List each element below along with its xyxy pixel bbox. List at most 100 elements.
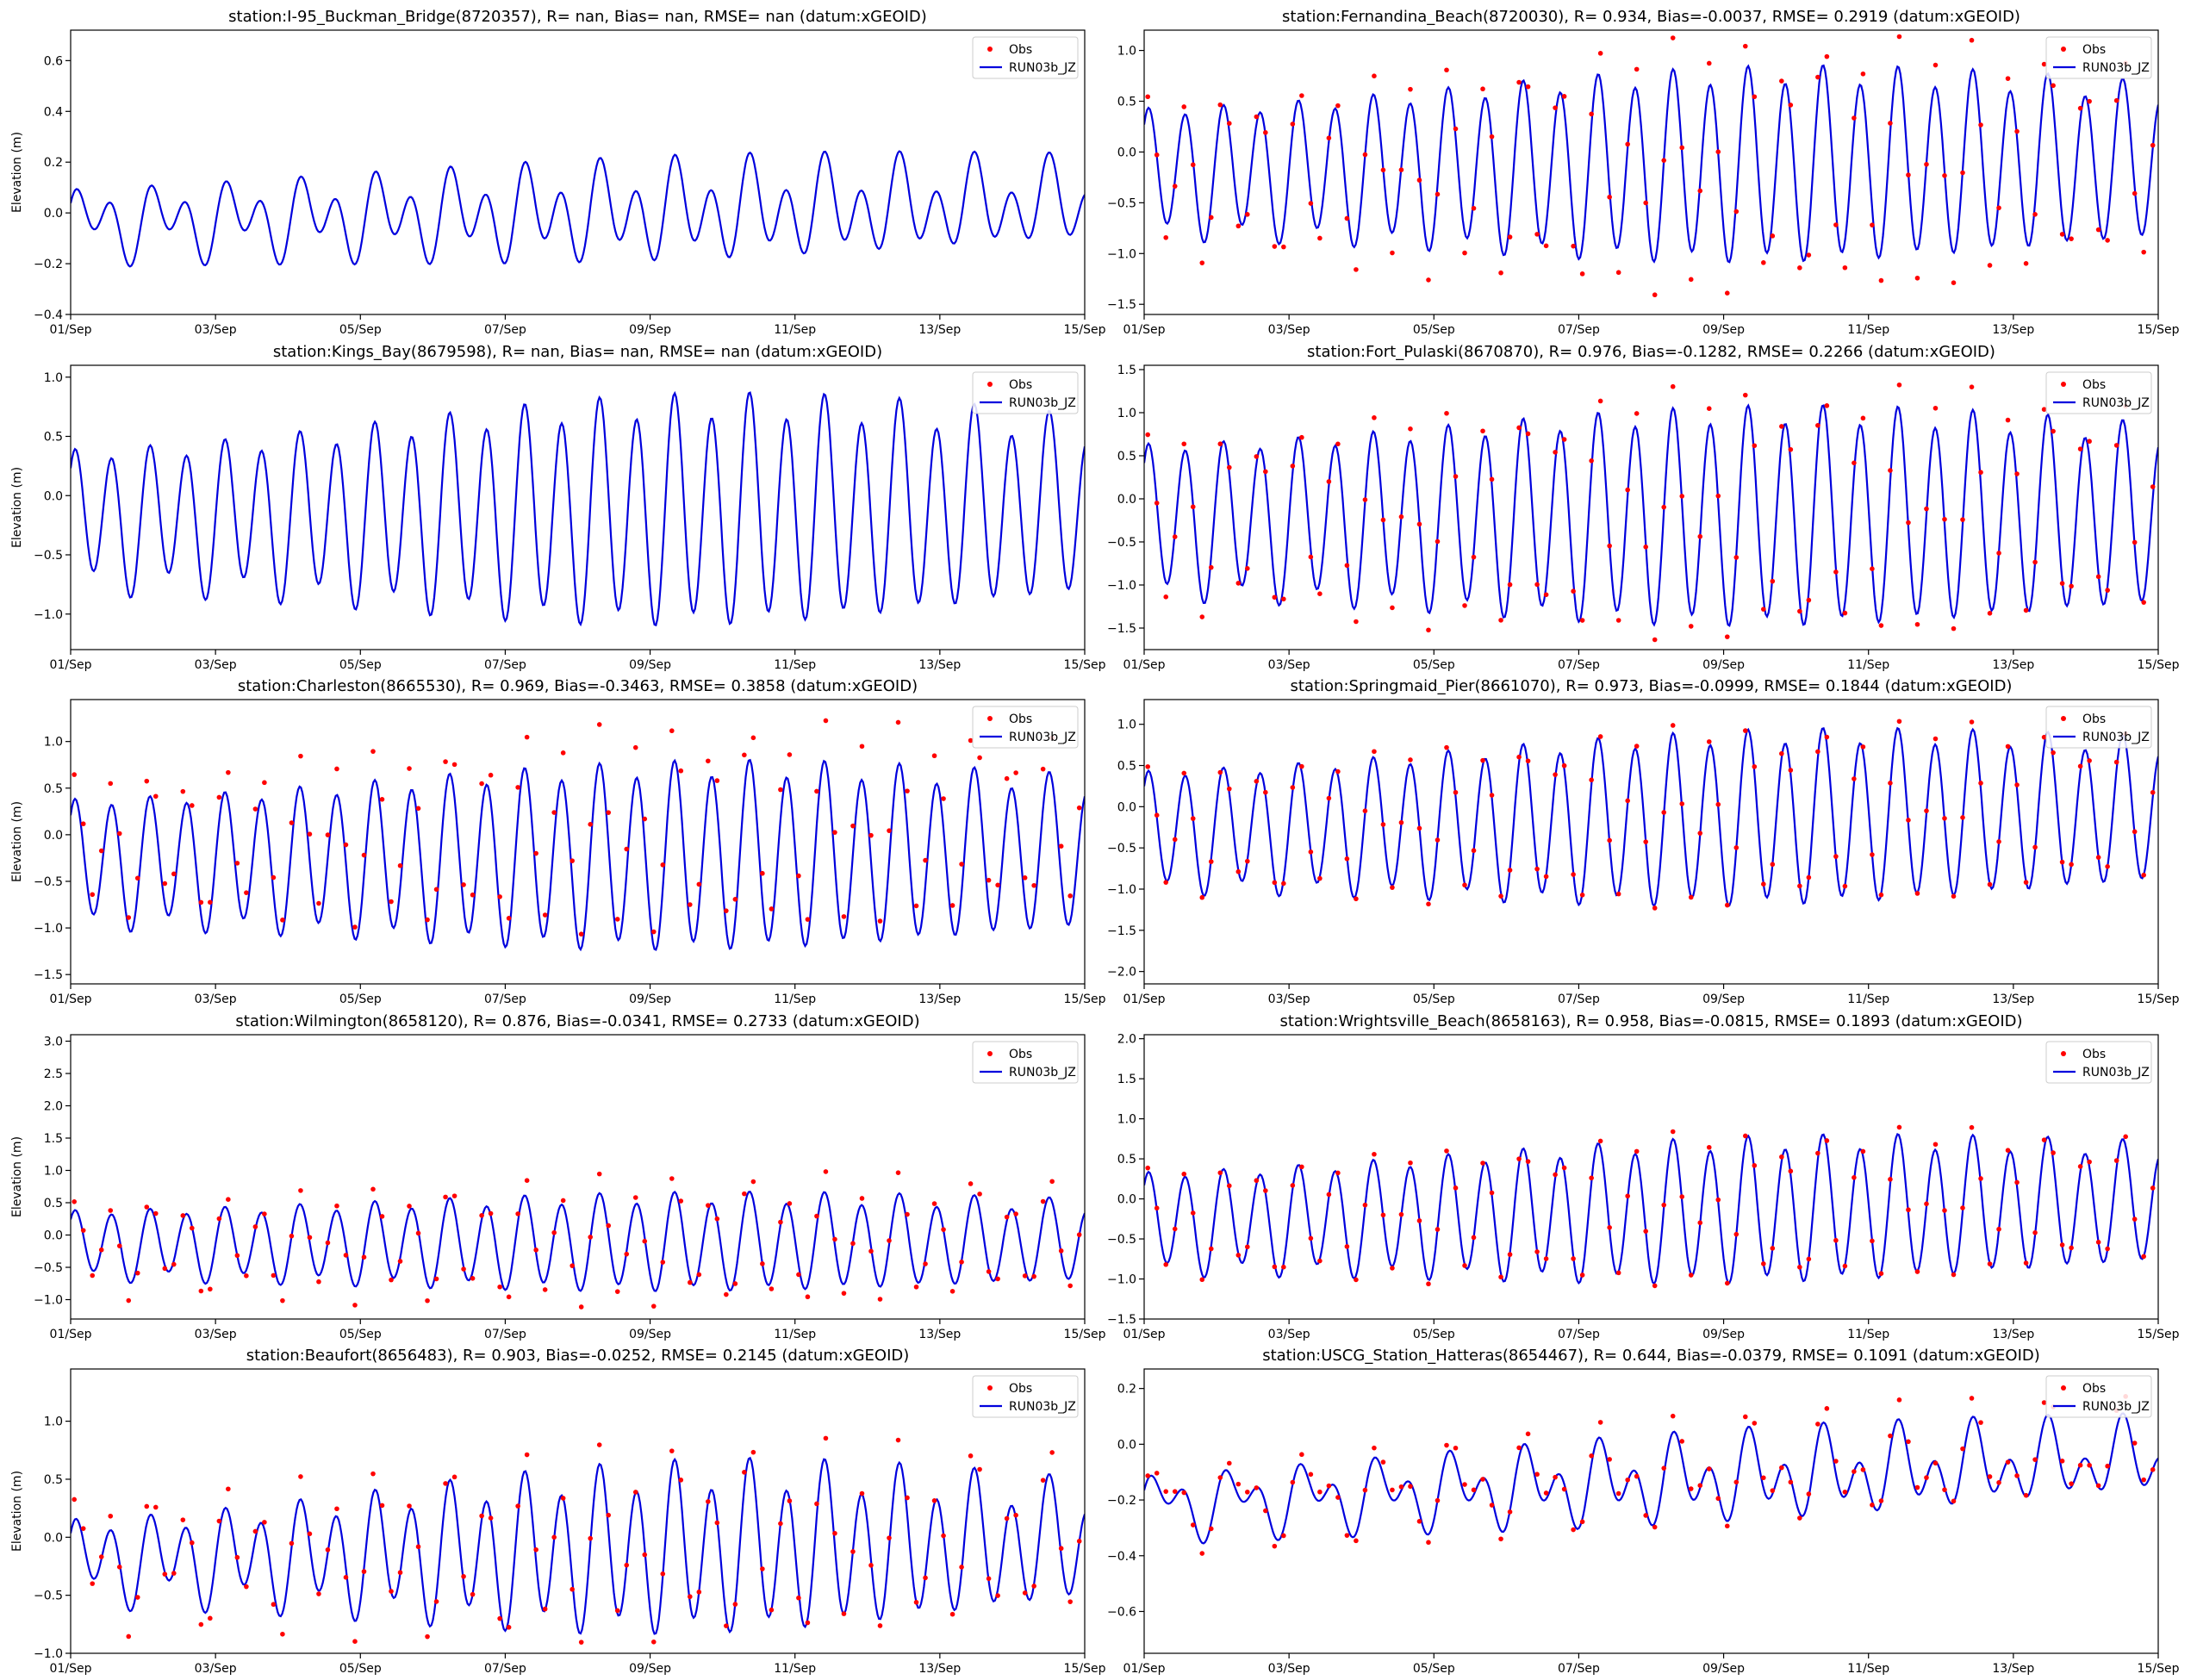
obs-point [778,1521,783,1527]
obs-point [108,781,114,787]
x-tick-label: 11/Sep [774,1328,816,1341]
obs-point [343,1253,349,1258]
obs-point [1076,1232,1082,1237]
obs-point [1199,1551,1205,1556]
obs-point [1435,538,1441,544]
obs-point [1344,1244,1350,1249]
x-tick-label: 15/Sep [2138,658,2180,672]
obs-point [1290,785,1296,790]
obs-point [451,1474,457,1480]
y-tick-label: 0.2 [1117,1383,1136,1397]
x-tick-label: 03/Sep [195,323,237,337]
obs-point [1806,252,1812,258]
obs-point [2087,1159,2092,1165]
obs-point [1498,1274,1503,1280]
obs-point [1779,1154,1784,1160]
obs-point [1040,1198,1046,1204]
obs-point [533,1248,538,1253]
obs-point [724,908,729,913]
axes-frame [70,699,1086,985]
obs-point [1534,1249,1540,1254]
obs-point [569,1263,575,1268]
obs-point [1661,1465,1667,1471]
y-tick-label: −1.5 [1107,622,1136,636]
x-tick-label: 05/Sep [1413,992,1455,1006]
obs-point [977,1466,982,1472]
obs-point [1688,1272,1694,1278]
obs-point [497,894,502,899]
obs-point [1888,1433,1893,1439]
obs-point [470,1276,476,1281]
obs-point [688,1594,693,1600]
obs-point [1190,816,1196,821]
obs-point [1752,764,1758,769]
obs-point [1553,1474,1558,1480]
obs-point [1969,384,1975,389]
obs-point [2077,763,2083,769]
obs-point [742,1191,747,1197]
obs-point [1398,1484,1404,1490]
y-tick-label: −0.4 [1107,1550,1136,1564]
obs-point [696,881,702,887]
obs-point [307,831,313,837]
obs-point [1924,161,1929,167]
x-tick-label: 07/Sep [484,1662,526,1676]
obs-point [596,1442,602,1447]
obs-point [2095,227,2101,233]
x-tick-label: 05/Sep [339,658,382,672]
obs-point [252,806,258,812]
obs-point [1924,1201,1929,1207]
obs-point [1516,1156,1522,1161]
obs-point [2023,880,2029,885]
obs-point [1031,1273,1036,1279]
obs-point [832,1236,837,1242]
obs-point [2132,1216,2138,1222]
obs-point [1860,415,1866,421]
legend-model-label: RUN03b_JZ [2082,731,2150,744]
obs-point [334,1506,339,1512]
obs-point [2105,864,2110,869]
obs-point [2123,1134,2128,1140]
obs-point [1326,135,1332,140]
obs-point [1932,1460,1939,1466]
obs-point [2141,600,2146,605]
obs-point [1932,405,1939,411]
y-tick-label: 0.0 [44,829,63,843]
obs-point [1145,432,1151,438]
obs-point [1833,222,1839,227]
obs-point [1597,1138,1603,1144]
obs-point [1870,1503,1875,1508]
obs-point [1824,1138,1830,1143]
obs-point [2150,1185,2156,1191]
obs-point [216,1216,222,1222]
x-tick-label: 05/Sep [1413,323,1455,337]
obs-point [923,1575,928,1581]
obs-point [1579,1519,1585,1525]
x-tick-label: 07/Sep [1558,992,1600,1006]
obs-point [931,1201,937,1206]
x-tick-label: 13/Sep [918,658,961,672]
obs-point [1462,882,1467,888]
y-tick-label: 1.5 [1117,364,1136,377]
y-tick-label: 0.5 [1117,1153,1136,1167]
y-tick-label: −1.5 [1107,924,1136,938]
obs-point [116,1565,122,1570]
obs-point [787,1201,793,1206]
model-series-line [1144,1412,2158,1545]
obs-point [650,1640,657,1645]
obs-point [415,1544,421,1550]
obs-point [2095,574,2101,580]
obs-point [479,1513,484,1519]
obs-point [1489,134,1495,140]
obs-point [1842,1489,1848,1495]
obs-point [1525,758,1531,764]
obs-point [931,1498,937,1503]
obs-point [1860,744,1866,750]
obs-point [1308,554,1314,560]
obs-point [1607,194,1612,200]
obs-point [796,873,801,879]
obs-point [850,1549,856,1554]
x-tick-label: 15/Sep [1064,658,1106,672]
obs-point [1724,1523,1730,1529]
legend-obs-marker [987,1051,993,1056]
